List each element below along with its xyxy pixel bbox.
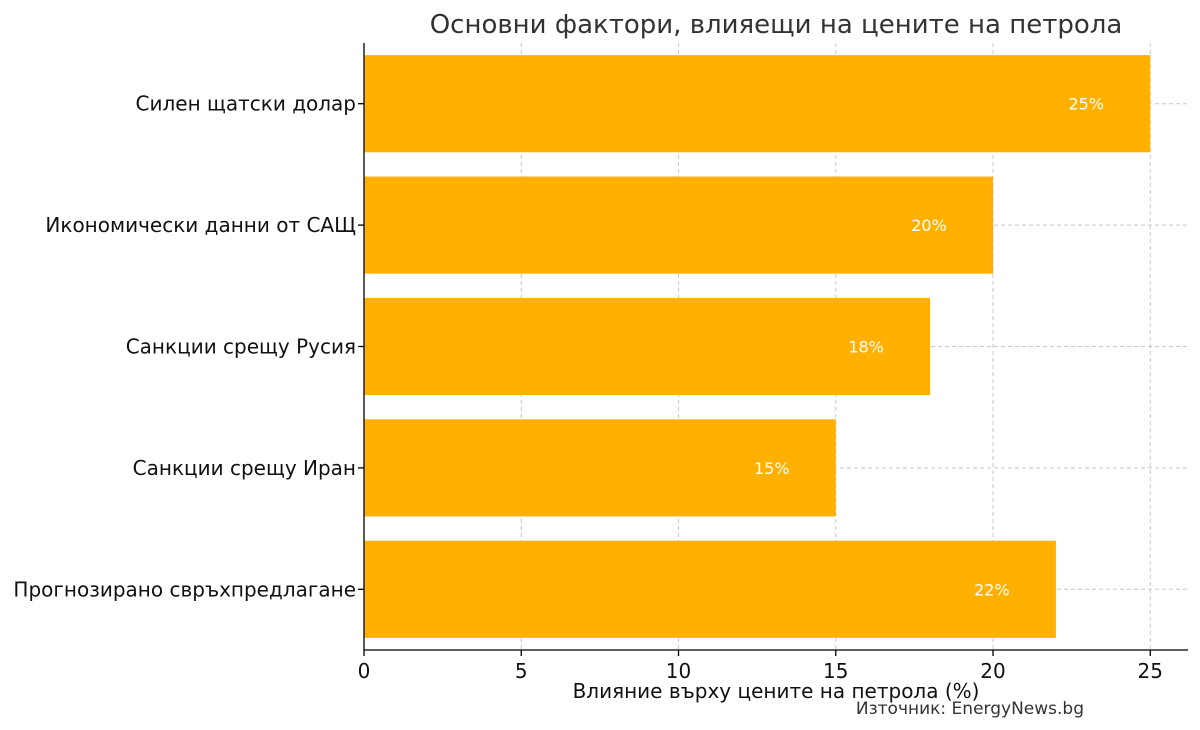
x-axis-label: Влияние върху цените на петрола (%) — [573, 679, 980, 703]
x-tick-labels: 0 5 10 15 20 25 — [358, 650, 1163, 683]
x-tick-label: 5 — [515, 659, 528, 683]
bar-value-label: 18% — [848, 338, 884, 357]
bar — [364, 419, 836, 517]
category-label: Санкции срещу Русия — [126, 335, 356, 359]
data-labels: 25% 20% 18% 15% 22% — [754, 95, 1104, 600]
bars — [364, 55, 1151, 638]
bar-value-label: 25% — [1068, 95, 1104, 114]
bar-value-label: 20% — [911, 216, 947, 235]
category-label: Прогнозирано свръхпредлагане — [13, 577, 356, 601]
bar — [364, 176, 994, 274]
bar — [364, 55, 1151, 153]
x-tick-label: 15 — [823, 659, 848, 683]
category-label: Икономически данни от САЩ — [45, 213, 356, 237]
source-note: Източник: EnergyNews.bg — [856, 699, 1084, 719]
x-tick-label: 20 — [980, 659, 1005, 683]
bar-value-label: 15% — [754, 459, 790, 478]
bar — [364, 540, 1056, 638]
x-tick-label: 0 — [358, 659, 371, 683]
x-tick-label: 25 — [1138, 659, 1163, 683]
chart-title: Основни фактори, влияещи на цените на пе… — [430, 10, 1123, 40]
bar-value-label: 22% — [974, 580, 1010, 599]
category-label: Силен щатски долар — [136, 92, 356, 116]
category-labels: Силен щатски долар Икономически данни от … — [13, 92, 364, 601]
bar — [364, 297, 931, 396]
category-label: Санкции срещу Иран — [133, 456, 356, 480]
x-tick-label: 10 — [666, 659, 691, 683]
